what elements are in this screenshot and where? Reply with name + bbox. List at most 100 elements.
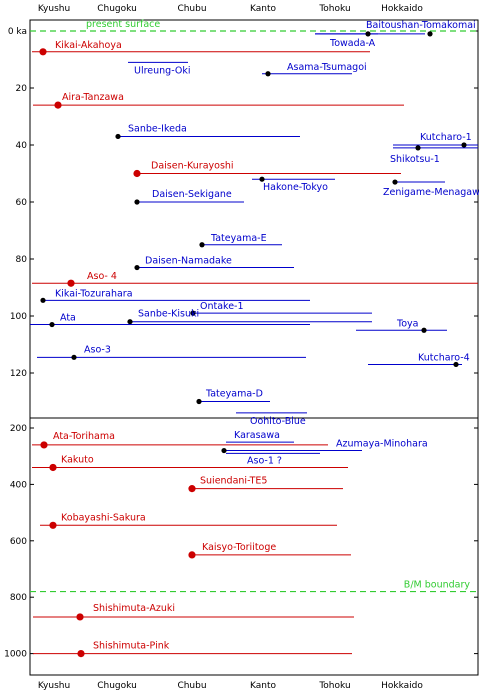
tephra-label: Azumaya-Minohara xyxy=(336,439,428,450)
tephra-label: Sanbe-Kisuki xyxy=(138,309,199,320)
tephra-source-marker xyxy=(134,264,140,271)
tephra-azumaya-minohara: Azumaya-Minohara xyxy=(221,439,428,454)
tephra-tateyama-e: Tateyama-E xyxy=(199,233,282,248)
tephra-label: Tateyama-E xyxy=(210,233,267,244)
tephra-source-marker xyxy=(115,133,121,140)
tephra-source-marker xyxy=(40,441,48,449)
tephra-ontake-1: Ontake-1 xyxy=(190,301,372,316)
tephra-daisen-sekigane: Daisen-Sekigane xyxy=(134,189,244,205)
y-axis-ticks: 0 ka 20 40 60 80 100 120 200 400 600 800 1000 xyxy=(4,27,478,660)
y-tick-label: 60 xyxy=(16,198,28,208)
tephra-source-marker xyxy=(76,613,84,621)
tephra-source-marker xyxy=(49,521,57,529)
tephra-source-marker xyxy=(77,650,85,658)
region-label-bottom: Tohoku xyxy=(318,681,350,690)
tephra-suiendani-te5: Suiendani-TE5 xyxy=(188,476,343,493)
tephra-label: Shikotsu-1 xyxy=(390,154,440,165)
tephra-source-marker xyxy=(365,31,371,37)
tephra-source-marker xyxy=(259,176,265,182)
tephra-source-marker xyxy=(49,321,55,328)
tephra-daisen-namadake: Daisen-Namadake xyxy=(134,256,294,271)
region-label-top: Chugoku xyxy=(97,4,137,14)
tephra-label: Sanbe-Ikeda xyxy=(128,123,187,134)
tephra-label: Kutcharo-1 xyxy=(420,132,472,143)
tephra-source-marker xyxy=(133,169,141,178)
tephra-label: Kaisyo-Toriitoge xyxy=(202,542,276,553)
tephra-label: Towada-A xyxy=(329,38,376,49)
tephra-shikotsu-1: Shikotsu-1 xyxy=(390,145,478,165)
region-label-top: Tohoku xyxy=(318,4,350,14)
boundary-label: B/M boundary xyxy=(404,580,471,591)
tephra-label: Ata xyxy=(60,313,76,324)
tephra-source-marker xyxy=(221,447,227,454)
tephra-source-marker xyxy=(265,71,271,77)
tephra-label: Ontake-1 xyxy=(200,301,244,312)
tephra-kakuto: Kakuto xyxy=(32,454,348,472)
y-tick-label: 800 xyxy=(10,593,27,603)
tephra-label: Shishimuta-Azuki xyxy=(93,603,175,614)
region-label-top: Kanto xyxy=(250,4,276,14)
tephra-series: Baitoushan-Tomakomai Towada-A Kikai-Akahoy… xyxy=(30,20,479,658)
tephra-zenigame-menagawa: Zenigame-Menagawa xyxy=(383,179,479,198)
tephra-label: Zenigame-Menagawa xyxy=(383,187,479,198)
tephra-source-marker xyxy=(39,48,47,56)
tephra-asama-tsumagoi: Asama-Tsumagoi xyxy=(262,62,367,77)
tephra-label: Baitoushan-Tomakomai xyxy=(366,20,476,31)
y-tick-label: 200 xyxy=(10,424,27,434)
region-label-bottom: Hokkaido xyxy=(381,681,423,690)
tephra-source-marker xyxy=(196,398,202,405)
tephra-source-marker xyxy=(54,101,62,109)
tephra-daisen-kurayoshi: Daisen-Kurayoshi xyxy=(133,161,401,178)
tephra-source-marker xyxy=(190,310,196,316)
tephra-aso-4: Aso- 4 xyxy=(32,271,478,287)
y-tick-label: 40 xyxy=(16,141,28,151)
tephra-kikai-tozurahara: Kikai-Tozurahara xyxy=(40,288,310,303)
region-label-bottom: Chubu xyxy=(177,681,206,690)
tephra-label: Ulreung-Oki xyxy=(134,65,191,76)
tephra-source-marker xyxy=(49,463,57,472)
tephra-label: Karasawa xyxy=(234,430,280,441)
tephra-label: Kikai-Akahoya xyxy=(55,40,122,51)
tephra-ata-torihama: Ata-Torihama xyxy=(32,431,328,449)
tephra-kutcharo-1: Kutcharo-1 xyxy=(393,132,478,148)
tephra-sanbe-ikeda: Sanbe-Ikeda xyxy=(115,123,300,140)
lower-panel-frame xyxy=(29,417,479,676)
tephra-label: Tateyama-D xyxy=(205,389,263,400)
y-tick-label: 600 xyxy=(10,537,27,547)
tephra-source-marker xyxy=(421,327,427,333)
tephra-aira-tanzawa: Aira-Tanzawa xyxy=(33,92,404,109)
boundary-label: present surface xyxy=(86,19,160,30)
tephra-label: Toya xyxy=(396,318,418,329)
tephra-karasawa: Karasawa xyxy=(226,430,294,443)
region-label-bottom: Chugoku xyxy=(97,681,137,690)
tephra-aso-1: Aso-1 ? xyxy=(226,452,320,466)
tephra-label: Kutcharo-4 xyxy=(418,352,470,363)
region-label-bottom: Kyushu xyxy=(38,681,70,690)
tephra-label: Kakuto xyxy=(61,454,94,465)
tephra-label: Daisen-Kurayoshi xyxy=(151,161,234,172)
tephra-ulreung-oki: Ulreung-Oki xyxy=(128,61,191,76)
tephra-source-marker xyxy=(392,179,398,185)
y-tick-label: 80 xyxy=(16,255,28,265)
tephra-source-marker xyxy=(40,297,46,303)
tephra-label: Kobayashi-Sakura xyxy=(61,512,146,523)
tephra-source-marker xyxy=(188,485,196,493)
region-label-bottom: Kanto xyxy=(250,681,276,690)
y-tick-label: 120 xyxy=(10,369,27,379)
y-tick-label: 1000 xyxy=(4,650,27,660)
tephra-kikai-akahoya: Kikai-Akahoya xyxy=(32,40,370,56)
tephra-label: Suiendani-TE5 xyxy=(200,476,267,487)
tephra-source-marker xyxy=(415,145,421,151)
tephra-hakone-tokyo: Hakone-Tokyo xyxy=(252,176,335,193)
region-labels-bottom: Kyushu Chugoku Chubu Kanto Tohoku Hokkaido xyxy=(38,681,424,690)
tephra-source-marker xyxy=(427,31,433,37)
tephra-label: Aso-3 xyxy=(84,344,111,355)
tephra-label: Shishimuta-Pink xyxy=(93,641,170,652)
tephra-aso-3: Aso-3 xyxy=(37,344,306,360)
tephra-label: Aso-1 ? xyxy=(247,455,282,466)
tephra-source-marker xyxy=(67,279,75,287)
tephra-label: Daisen-Sekigane xyxy=(152,189,232,200)
tephra-label: Aso- 4 xyxy=(87,271,117,282)
tephra-ata: Ata xyxy=(30,313,310,328)
